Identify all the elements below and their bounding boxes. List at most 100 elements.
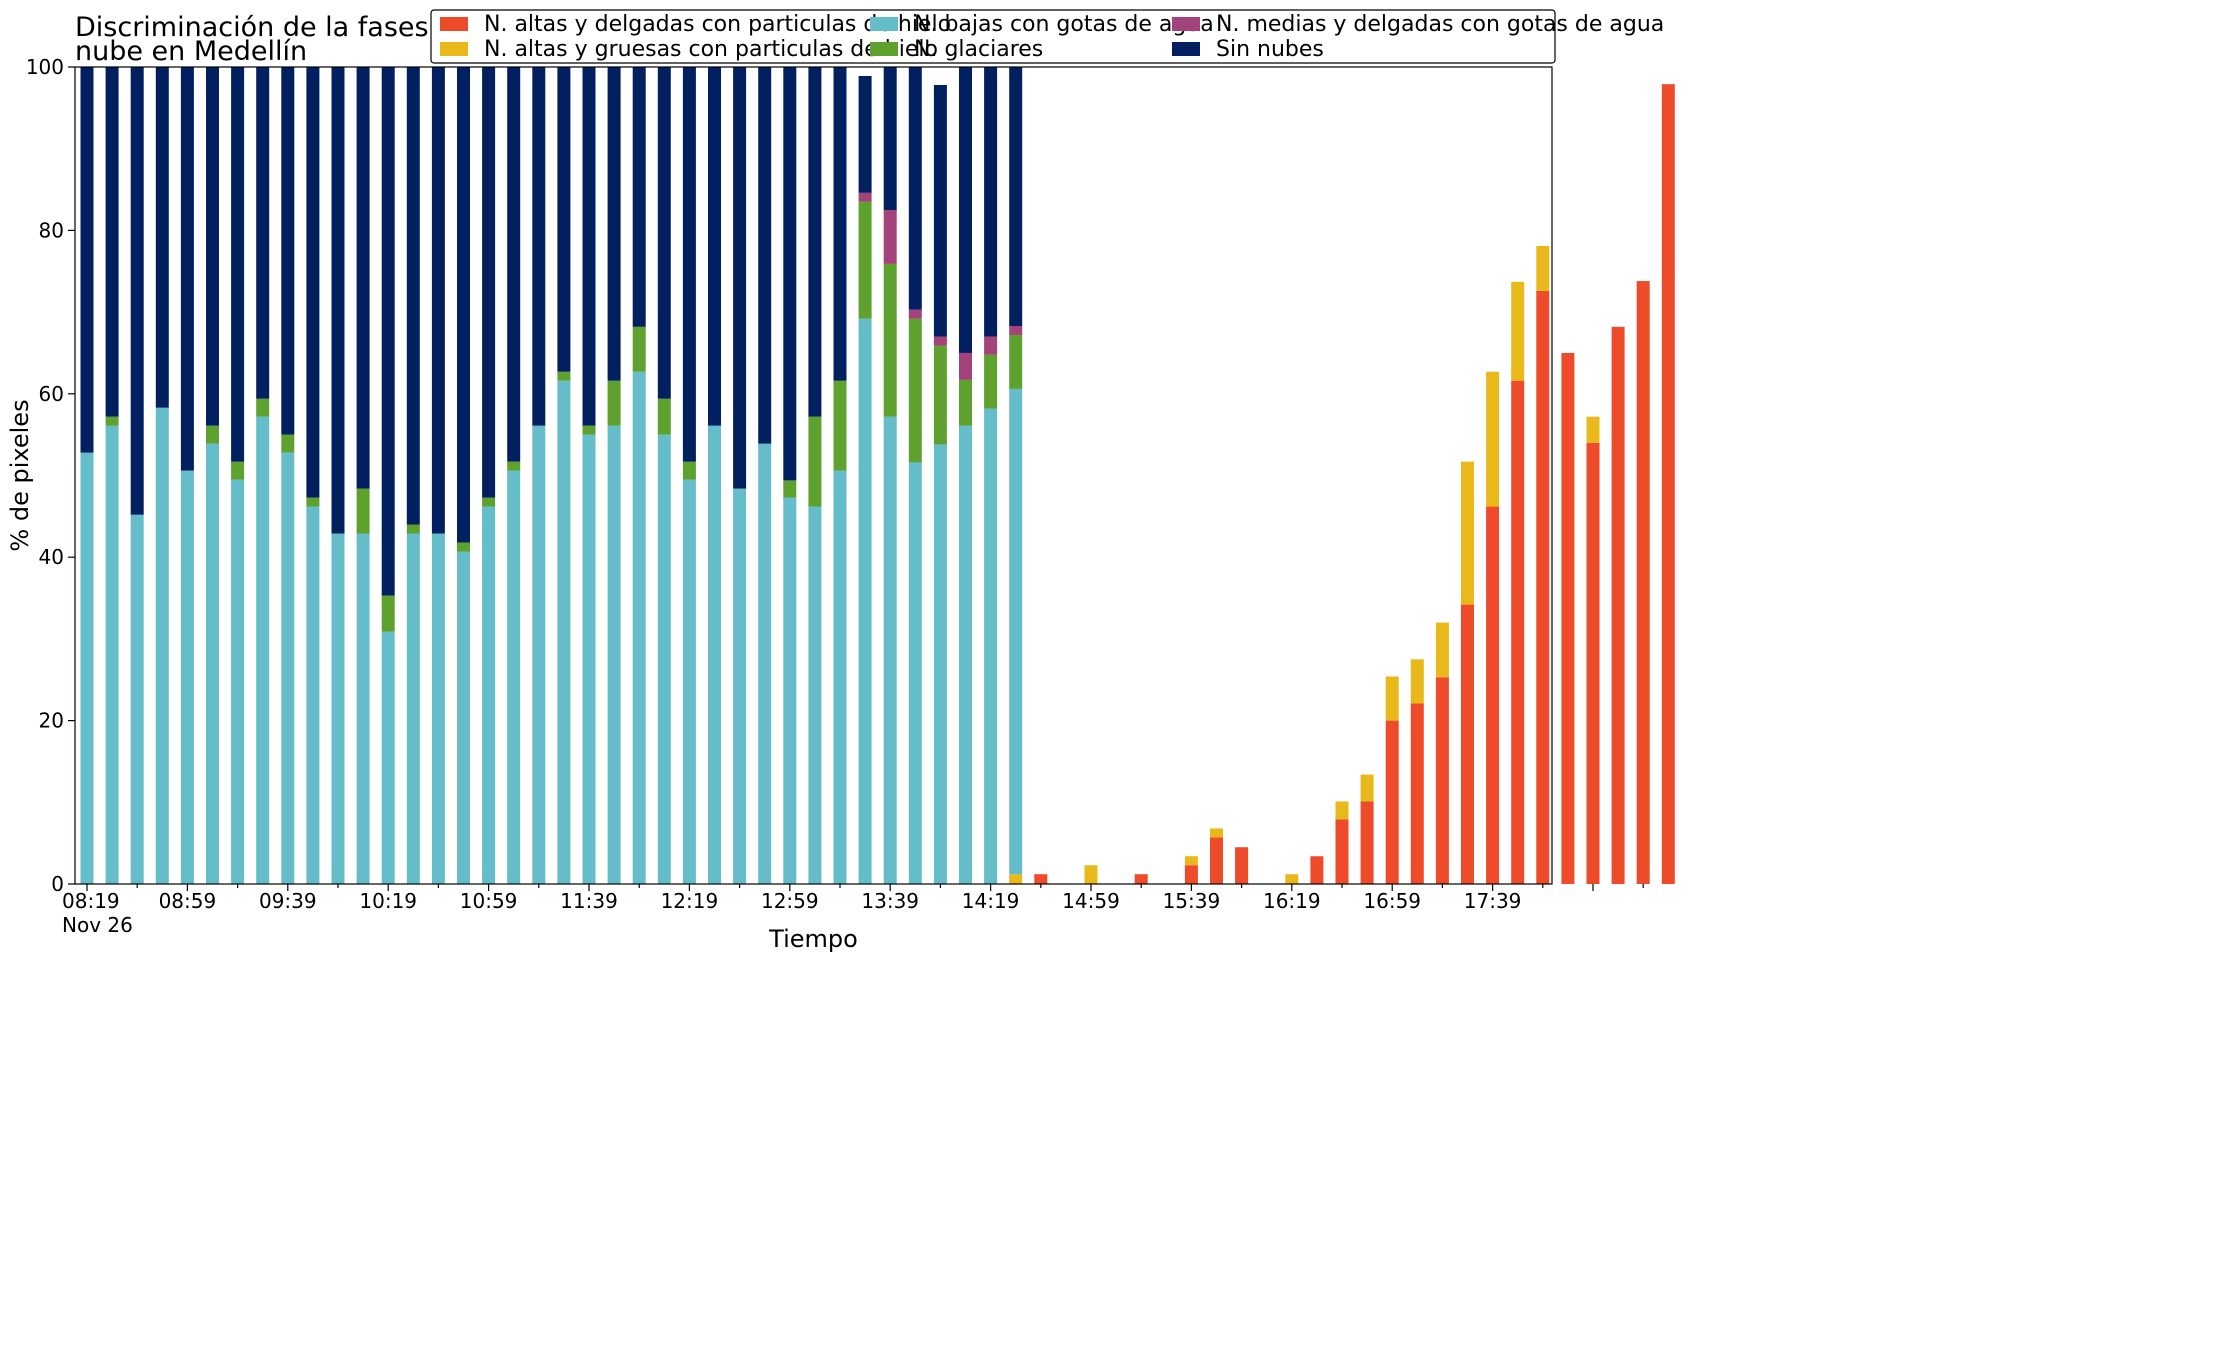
bar-stack-56 bbox=[1486, 371, 1500, 884]
bar-segment-34-5 bbox=[933, 84, 947, 337]
bar-segment-12-3 bbox=[381, 595, 395, 632]
bar-segment-46-0 bbox=[1235, 847, 1249, 884]
bar-segment-33-4 bbox=[908, 309, 922, 319]
x-tick-label-7: 12:59 bbox=[761, 889, 819, 913]
bar-segment-6-2 bbox=[231, 479, 245, 884]
x-tick-label-12: 16:19 bbox=[1263, 889, 1321, 913]
bar-segment-16-2 bbox=[482, 506, 496, 884]
legend-swatch-4 bbox=[1172, 17, 1200, 31]
bar-stack-60 bbox=[1586, 416, 1600, 884]
bar-segment-11-2 bbox=[356, 533, 370, 884]
bar-segment-31-3 bbox=[858, 201, 872, 319]
bar-stack-12 bbox=[381, 67, 395, 884]
bar-segment-9-3 bbox=[306, 497, 320, 507]
bar-segment-33-2 bbox=[908, 462, 922, 884]
bar-stack-48 bbox=[1285, 874, 1299, 884]
bar-stack-17 bbox=[507, 67, 521, 884]
bar-stack-18 bbox=[532, 67, 546, 884]
bar-segment-52-1 bbox=[1385, 676, 1399, 721]
bar-segment-17-3 bbox=[507, 461, 521, 471]
bar-segment-22-2 bbox=[632, 371, 646, 884]
x-tick-label-2: 09:39 bbox=[259, 889, 317, 913]
bar-stack-36 bbox=[984, 67, 998, 884]
bar-segment-3-5 bbox=[155, 67, 169, 408]
bar-stack-14 bbox=[431, 67, 445, 884]
bar-segment-30-3 bbox=[833, 380, 847, 471]
y-tick-label-2: 40 bbox=[39, 545, 64, 569]
bar-stack-59 bbox=[1561, 352, 1575, 884]
bar-stack-58 bbox=[1536, 245, 1550, 884]
bar-segment-13-2 bbox=[406, 533, 420, 884]
legend-label-4: N. medias y delgadas con gotas de agua bbox=[1216, 12, 1664, 37]
bar-stack-61 bbox=[1611, 326, 1625, 884]
bar-stack-35 bbox=[959, 67, 972, 884]
bar-stack-22 bbox=[632, 67, 646, 884]
bar-segment-35-4 bbox=[959, 352, 972, 380]
legend-swatch-1 bbox=[440, 42, 468, 56]
bar-stack-63 bbox=[1661, 84, 1675, 884]
bar-segment-20-5 bbox=[582, 67, 596, 426]
bar-segment-8-3 bbox=[281, 434, 295, 453]
x-tick-label-8: 13:39 bbox=[861, 889, 919, 913]
x-tick-label-9: 14:19 bbox=[962, 889, 1020, 913]
bar-stack-21 bbox=[607, 67, 621, 884]
bar-segment-11-5 bbox=[356, 67, 370, 489]
bar-stack-15 bbox=[457, 67, 470, 884]
x-tick-label-10: 14:59 bbox=[1062, 889, 1120, 913]
bar-segment-27-2 bbox=[758, 443, 772, 884]
bar-segment-5-2 bbox=[206, 443, 219, 884]
bar-segment-42-0 bbox=[1134, 874, 1148, 884]
bar-segment-31-4 bbox=[858, 192, 872, 202]
x-tick-label-13: 16:59 bbox=[1363, 889, 1421, 913]
legend: N. altas y delgadas con particulas de hi… bbox=[430, 9, 1664, 64]
bar-segment-25-2 bbox=[708, 425, 721, 884]
x-tick-label-0: 08:19 bbox=[62, 889, 120, 913]
bar-stack-1 bbox=[105, 67, 119, 884]
bar-segment-60-0 bbox=[1586, 442, 1600, 884]
bar-segment-52-0 bbox=[1385, 720, 1399, 884]
bar-segment-63-0 bbox=[1661, 84, 1675, 884]
bar-segment-29-2 bbox=[808, 506, 822, 884]
y-tick-label-5: 100 bbox=[26, 55, 64, 79]
bar-segment-36-3 bbox=[984, 354, 998, 409]
bar-segment-26-5 bbox=[733, 67, 747, 489]
bar-segment-24-2 bbox=[682, 479, 696, 884]
bar-segment-10-2 bbox=[331, 533, 345, 884]
bar-segment-56-0 bbox=[1486, 506, 1500, 884]
bar-segment-29-3 bbox=[808, 416, 822, 507]
bar-segment-5-5 bbox=[206, 67, 219, 426]
legend-entry-5: Sin nubes bbox=[1172, 37, 1324, 62]
bar-segment-57-1 bbox=[1511, 281, 1525, 381]
bar-segment-8-5 bbox=[281, 67, 295, 435]
legend-entry-4: N. medias y delgadas con gotas de agua bbox=[1172, 12, 1664, 37]
bar-stack-46 bbox=[1235, 847, 1249, 884]
bar-segment-57-0 bbox=[1511, 380, 1525, 884]
plot-frame bbox=[74, 66, 1553, 885]
x-tick-label-4: 10:59 bbox=[460, 889, 518, 913]
bar-segment-32-5 bbox=[883, 67, 897, 210]
x-tick-label-3: 10:19 bbox=[359, 889, 417, 913]
bar-stack-55 bbox=[1461, 461, 1474, 884]
bar-stack-53 bbox=[1410, 659, 1424, 884]
bar-segment-19-5 bbox=[557, 67, 571, 372]
bar-segment-58-0 bbox=[1536, 290, 1550, 884]
bar-segment-35-2 bbox=[959, 425, 972, 884]
bar-segment-32-3 bbox=[883, 263, 897, 417]
bar-stack-57 bbox=[1511, 281, 1525, 884]
legend-label-3: N. glaciares bbox=[914, 37, 1043, 62]
y-axis-label: % de pixeles bbox=[6, 399, 34, 551]
bar-segment-37-1 bbox=[1009, 874, 1023, 884]
bar-segment-56-1 bbox=[1486, 371, 1500, 507]
bar-segment-26-2 bbox=[733, 488, 747, 884]
bar-stack-45 bbox=[1210, 828, 1223, 884]
bar-segment-54-0 bbox=[1435, 677, 1449, 884]
bar-stack-62 bbox=[1636, 281, 1650, 884]
bar-stack-6 bbox=[231, 67, 245, 884]
legend-swatch-3 bbox=[870, 42, 898, 56]
bar-segment-15-5 bbox=[457, 67, 470, 543]
bar-stack-34 bbox=[933, 84, 947, 884]
bar-segment-49-0 bbox=[1310, 856, 1324, 884]
legend-entry-2: N. bajas con gotas de agua bbox=[870, 12, 1214, 37]
bar-stack-51 bbox=[1360, 774, 1374, 884]
